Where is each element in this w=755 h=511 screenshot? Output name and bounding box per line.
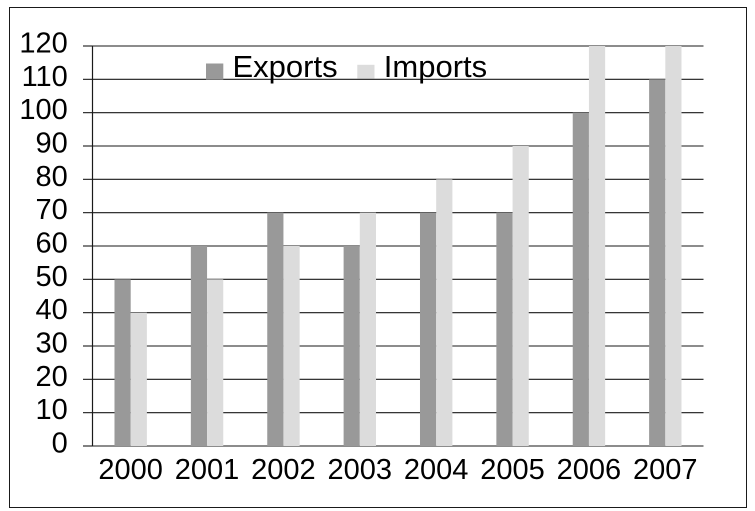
svg-text:Imports: Imports: [384, 49, 487, 84]
svg-text:2005: 2005: [480, 454, 545, 486]
svg-text:30: 30: [36, 328, 68, 360]
svg-text:40: 40: [36, 294, 68, 326]
svg-text:2001: 2001: [175, 454, 240, 486]
svg-text:2007: 2007: [633, 454, 698, 486]
svg-text:2000: 2000: [98, 454, 163, 486]
svg-text:90: 90: [36, 128, 68, 160]
svg-text:20: 20: [36, 361, 68, 393]
svg-text:50: 50: [36, 261, 68, 293]
svg-text:100: 100: [19, 94, 67, 126]
svg-text:60: 60: [36, 228, 68, 260]
svg-text:80: 80: [36, 161, 68, 193]
svg-text:110: 110: [22, 61, 68, 93]
svg-text:120: 120: [19, 28, 67, 60]
svg-text:2006: 2006: [557, 454, 622, 486]
svg-text:2003: 2003: [328, 454, 393, 486]
svg-text:Exports: Exports: [233, 49, 338, 84]
svg-text:0: 0: [52, 428, 68, 460]
svg-text:2002: 2002: [251, 454, 316, 486]
svg-text:10: 10: [36, 394, 68, 426]
svg-text:2004: 2004: [404, 454, 469, 486]
svg-text:70: 70: [36, 194, 68, 226]
